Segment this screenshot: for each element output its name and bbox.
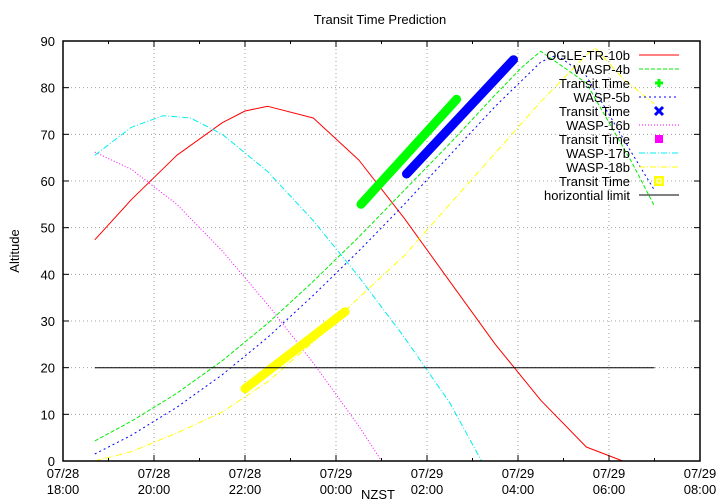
legend-label: WASP-17b <box>566 146 630 161</box>
y-tick-label: 30 <box>41 314 55 329</box>
y-tick-label: 80 <box>41 81 55 96</box>
transit-time-band <box>240 307 350 394</box>
x-tick-date: 07/29 <box>502 466 535 481</box>
x-tick-time: 02:00 <box>411 482 444 497</box>
x-tick-time: 22:00 <box>229 482 262 497</box>
y-tick-label: 50 <box>41 221 55 236</box>
x-tick-time: 08:00 <box>684 482 717 497</box>
chart-title: Transit Time Prediction <box>314 12 446 27</box>
y-axis-ticks: 0 10 20 30 40 50 60 70 80 90 <box>41 34 700 469</box>
x-tick-date: 07/29 <box>411 466 444 481</box>
wasp-18b-curve <box>94 47 655 462</box>
data-series <box>94 47 655 462</box>
x-tick-date: 07/28 <box>138 466 171 481</box>
y-tick-label: 0 <box>48 454 55 469</box>
y-tick-label: 40 <box>41 267 55 282</box>
y-tick-label: 60 <box>41 174 55 189</box>
x-axis-ticks: 07/2818:0007/2820:0007/2822:0007/2900:00… <box>47 41 717 497</box>
y-tick-label: 70 <box>41 127 55 142</box>
x-tick-time: 06:00 <box>593 482 626 497</box>
wasp-16b-curve <box>94 151 382 462</box>
x-tick-time: 18:00 <box>47 482 80 497</box>
transit-time-band <box>356 94 462 209</box>
x-tick-date: 07/29 <box>320 466 353 481</box>
x-tick-date: 07/28 <box>229 466 262 481</box>
ogle-tr-10b-curve <box>94 105 623 462</box>
wasp-4b-curve <box>94 50 655 442</box>
x-tick-time: 04:00 <box>502 482 535 497</box>
x-tick-date: 07/29 <box>593 466 626 481</box>
x-tick-date: 07/29 <box>684 466 717 481</box>
transit-time-band <box>402 55 518 179</box>
legend-label: WASP-4b <box>573 62 630 77</box>
legend-label: Transit Time <box>559 104 630 119</box>
legend-box-icon <box>654 176 664 186</box>
x-axis-label: NZST <box>361 487 395 502</box>
legend-label: WASP-16b <box>566 118 630 133</box>
legend-label: Transit Time <box>559 174 630 189</box>
x-tick-time: 00:00 <box>320 482 353 497</box>
legend-plus-icon <box>655 79 663 87</box>
legend-label: Transit Time <box>559 76 630 91</box>
y-tick-label: 20 <box>41 361 55 376</box>
legend-cross-icon <box>653 105 665 117</box>
legend-label: Transit Time <box>559 132 630 147</box>
x-tick-date: 07/28 <box>47 466 80 481</box>
y-axis-label: Altitude <box>7 229 22 272</box>
y-tick-label: 90 <box>41 34 55 49</box>
y-tick-label: 10 <box>41 407 55 422</box>
x-tick-time: 20:00 <box>138 482 171 497</box>
legend-label: horizontial limit <box>544 188 630 203</box>
legend-label: WASP-5b <box>573 90 630 105</box>
legend-square-icon <box>655 135 663 143</box>
legend-label: OGLE-TR-10b <box>546 48 630 63</box>
legend-label: WASP-18b <box>566 160 630 175</box>
wasp-17b-curve <box>94 115 483 462</box>
legend-box-inner <box>656 178 662 184</box>
